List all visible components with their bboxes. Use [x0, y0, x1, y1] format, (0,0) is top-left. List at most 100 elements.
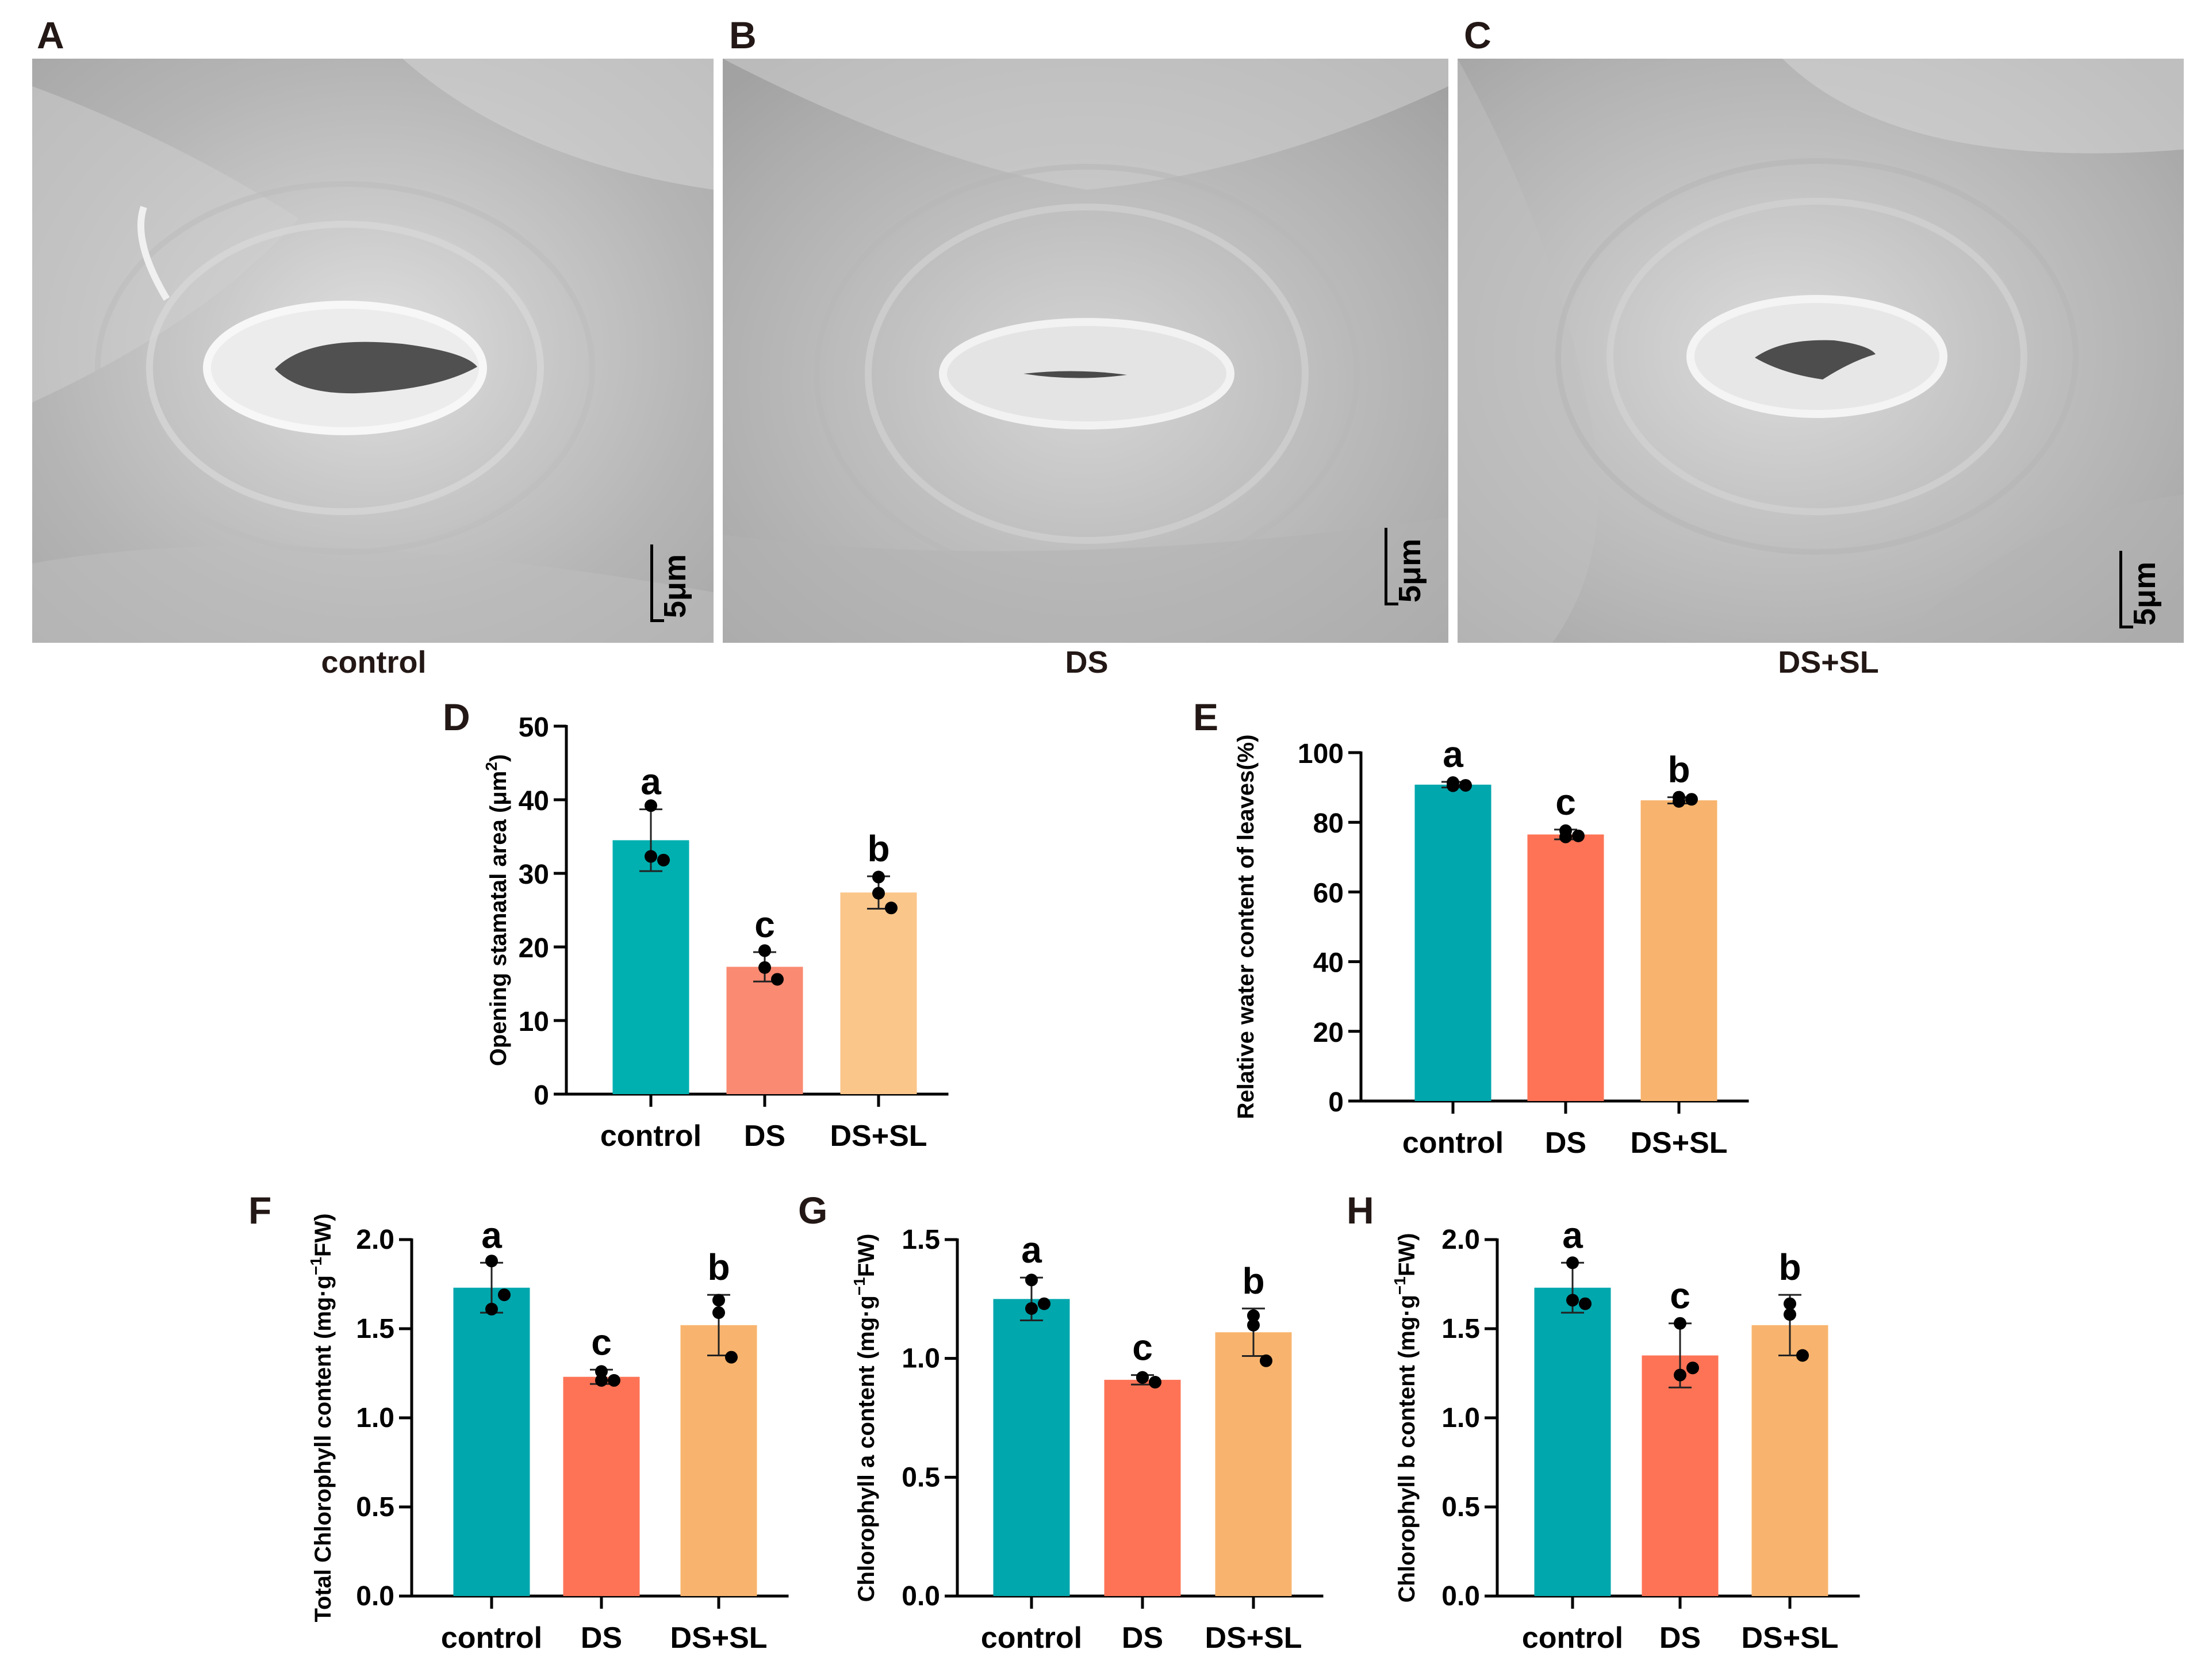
- data-point-f: [712, 1306, 725, 1320]
- data-point-h: [1686, 1361, 1699, 1375]
- stomatal-pore-b: [1023, 371, 1127, 378]
- y-axis-label-e: Relative water content of leaves(%): [1233, 734, 1259, 1119]
- chart-d: D 0 10 20 30 40 50 Opening stamatal area (μm2) c…: [443, 696, 949, 1153]
- significance-letter-d: a: [641, 761, 661, 803]
- y-axis-label-d: Opening stamatal area (μm2): [482, 754, 511, 1066]
- significance-letter-h: a: [1562, 1214, 1583, 1256]
- caption-c: DS+SL: [1778, 645, 1879, 680]
- scale-bar-label-b: 5μm: [1393, 539, 1427, 603]
- y-tick-label-h: 2.0: [1441, 1225, 1480, 1255]
- y-tick-label-d: 30: [519, 860, 549, 890]
- bar-f-control: [453, 1287, 530, 1596]
- scale-bar-c: [2119, 551, 2122, 626]
- x-tick-label-d: DS+SL: [830, 1119, 927, 1153]
- bar-e-control: [1414, 784, 1491, 1101]
- y-tick-label-d: 40: [519, 786, 549, 816]
- data-point-f: [725, 1351, 738, 1364]
- x-tick-label-e: control: [1402, 1126, 1504, 1160]
- data-point-d: [758, 961, 771, 974]
- data-point-d: [645, 799, 657, 812]
- data-point-h: [1566, 1294, 1579, 1307]
- data-point-f: [608, 1374, 620, 1387]
- significance-letter-h: c: [1670, 1275, 1690, 1317]
- data-point-g: [1247, 1318, 1260, 1332]
- data-point-f: [595, 1374, 608, 1387]
- data-point-e: [1685, 793, 1698, 806]
- x-tick-label-f: control: [441, 1621, 542, 1655]
- bar-h-ds: [1642, 1355, 1719, 1596]
- significance-letter-g: c: [1132, 1327, 1153, 1368]
- bar-e-ds: [1527, 834, 1604, 1101]
- y-tick-label-g: 0.5: [902, 1462, 940, 1493]
- bar-f-ds-sl: [680, 1325, 757, 1596]
- y-tick-label-h: 1.5: [1441, 1314, 1480, 1344]
- data-point-g: [1247, 1309, 1260, 1322]
- significance-letter-g: a: [1021, 1229, 1042, 1271]
- x-tick-label-d: control: [600, 1119, 701, 1153]
- chart-h: H 0.0 0.5 1.0 1.5 2.0 Chlorophyll b content (m…: [1347, 1189, 1860, 1655]
- panel-label-e: E: [1193, 696, 1218, 738]
- significance-letter-d: b: [867, 828, 889, 869]
- data-point-e: [1459, 778, 1472, 792]
- micrograph-b: 5μm B DS: [723, 14, 1448, 680]
- caption-b: DS: [1065, 645, 1108, 680]
- bar-f-ds: [563, 1376, 640, 1596]
- y-tick-label-d: 20: [519, 933, 549, 964]
- x-tick-label-e: DS+SL: [1630, 1126, 1727, 1160]
- y-tick-label-h: 1.0: [1441, 1403, 1480, 1433]
- x-tick-label-f: DS+SL: [670, 1621, 767, 1655]
- scale-bar-a: [650, 544, 653, 619]
- data-point-g: [1038, 1297, 1050, 1310]
- data-point-g: [1149, 1376, 1161, 1389]
- data-point-f: [498, 1288, 511, 1302]
- significance-letter-d: c: [754, 904, 775, 945]
- x-tick-label-e: DS: [1545, 1126, 1586, 1160]
- x-tick-label-h: DS+SL: [1741, 1621, 1838, 1655]
- data-point-h: [1784, 1297, 1796, 1310]
- x-tick-label-h: DS: [1659, 1621, 1701, 1655]
- y-tick-label-f: 0.5: [356, 1492, 394, 1522]
- y-tick-label-e: 0: [1328, 1087, 1344, 1118]
- y-tick-label-e: 100: [1298, 739, 1344, 769]
- bar-d-ds: [726, 966, 803, 1094]
- x-tick-label-g: DS: [1122, 1621, 1163, 1655]
- x-tick-label-g: DS+SL: [1205, 1621, 1302, 1655]
- scale-bar-label-c: 5μm: [2127, 562, 2162, 626]
- scale-bar-b: [1385, 528, 1387, 603]
- data-point-g: [1136, 1371, 1149, 1384]
- micrograph-c: 5μm C DS+SL: [1458, 14, 2184, 680]
- y-tick-label-d: 0: [534, 1080, 549, 1111]
- bar-g-control: [993, 1299, 1070, 1596]
- scale-bar-label-a: 5μm: [658, 554, 692, 618]
- panel-label-a: A: [37, 14, 64, 56]
- data-point-d: [872, 870, 885, 884]
- y-tick-label-g: 1.5: [902, 1225, 940, 1255]
- panel-label-d: D: [443, 696, 470, 738]
- data-point-e: [1559, 824, 1572, 837]
- y-tick-label-e: 80: [1313, 808, 1344, 839]
- y-tick-label-d: 50: [519, 712, 549, 743]
- bar-d-control: [612, 840, 689, 1094]
- y-tick-label-g: 1.0: [902, 1344, 940, 1374]
- data-point-f: [485, 1302, 498, 1315]
- bar-g-ds-sl: [1215, 1332, 1292, 1596]
- y-tick-label-e: 40: [1313, 948, 1344, 979]
- data-point-d: [657, 853, 670, 866]
- data-point-d: [872, 887, 885, 900]
- bar-d-ds-sl: [840, 892, 917, 1094]
- data-point-f: [712, 1294, 725, 1307]
- y-axis-label-h: Chlorophyll b content (mg·g−1FW): [1391, 1233, 1420, 1603]
- significance-letter-e: c: [1555, 781, 1576, 823]
- data-point-g: [1260, 1354, 1272, 1367]
- stomatal-pore-c: [1755, 340, 1876, 379]
- y-tick-label-d: 10: [519, 1007, 549, 1037]
- x-tick-label-d: DS: [744, 1119, 785, 1153]
- micrograph-a: 5μm A control: [32, 14, 714, 680]
- x-tick-label-h: control: [1522, 1621, 1623, 1655]
- data-point-e: [1572, 829, 1585, 842]
- y-tick-label-g: 0.0: [902, 1581, 940, 1612]
- data-point-e: [1673, 791, 1685, 804]
- y-tick-label-h: 0.0: [1441, 1581, 1480, 1612]
- significance-letter-f: c: [591, 1321, 612, 1363]
- stomatal-pore-a: [275, 342, 477, 394]
